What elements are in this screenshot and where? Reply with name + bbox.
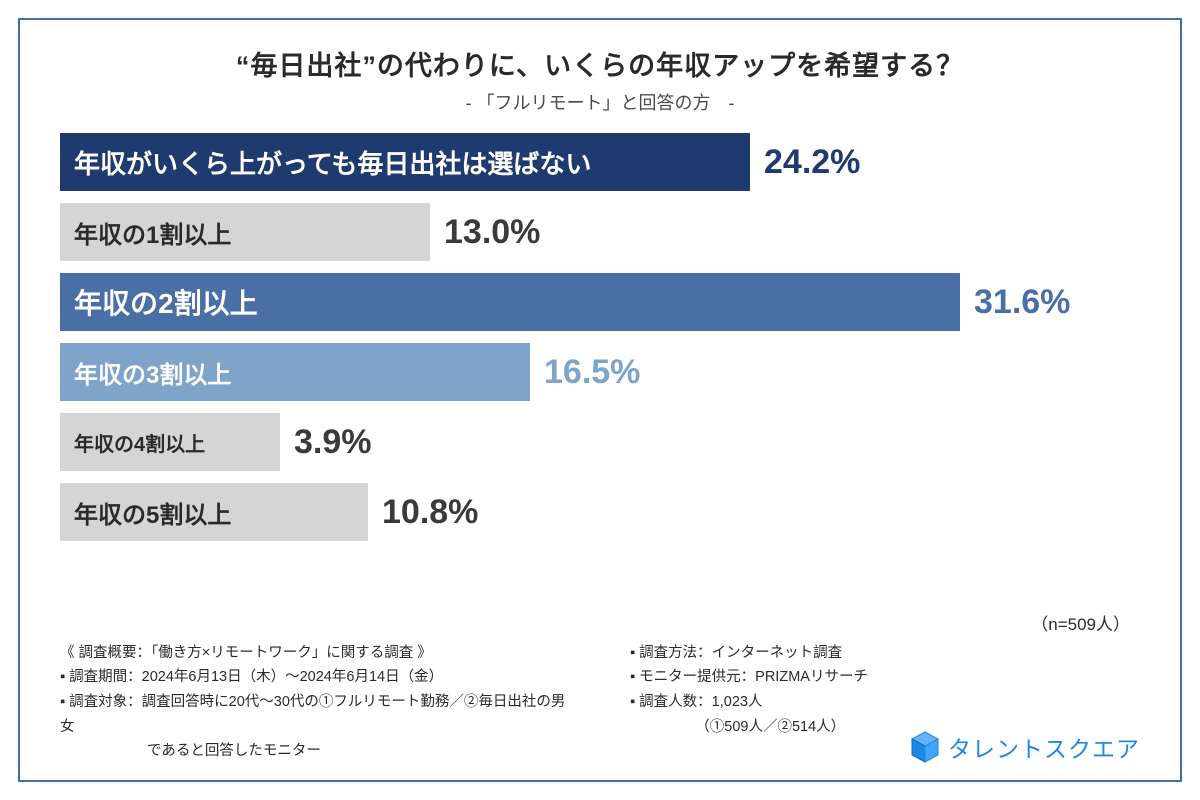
bar: 年収の2割以上	[60, 273, 960, 331]
bar-value: 10.8%	[382, 493, 478, 532]
bar: 年収の5割以上	[60, 483, 368, 541]
bar-row: 年収の1割以上 13.0%	[60, 203, 1140, 261]
bar-row: 年収の5割以上 10.8%	[60, 483, 1140, 541]
brand-logo: タレントスクエア	[910, 730, 1140, 764]
bar-value: 16.5%	[544, 353, 640, 392]
survey-meta-left: 《 調査概要：「働き方×リモートワーク」に関する調査 》▪ 調査期間：2024年…	[60, 641, 570, 764]
bar: 年収の3割以上	[60, 343, 530, 401]
chart-subtitle: - 「フルリモート」と回答の方 -	[60, 89, 1140, 115]
bar-value: 3.9%	[294, 423, 372, 462]
meta-line: ▪ 調査対象：調査回答時に20代〜30代の①フルリモート勤務／②毎日出社の男女	[60, 690, 570, 739]
bar-row: 年収の3割以上 16.5%	[60, 343, 1140, 401]
bar-row: 年収の4割以上 3.9%	[60, 413, 1140, 471]
chart-title: “毎日出社”の代わりに、いくらの年収アップを希望する？	[60, 44, 1140, 83]
brand-name: タレントスクエア	[948, 730, 1140, 764]
sample-size-note: （n=509人）	[1031, 610, 1130, 635]
meta-line: ▪ 調査方法：インターネット調査	[630, 641, 1140, 666]
bar: 年収の1割以上	[60, 203, 430, 261]
meta-line: 《 調査概要：「働き方×リモートワーク」に関する調査 》	[60, 641, 570, 666]
survey-footer: 《 調査概要：「働き方×リモートワーク」に関する調査 》▪ 調査期間：2024年…	[60, 641, 1140, 764]
bar-row: 年収の2割以上 31.6%	[60, 273, 1140, 331]
meta-line: ▪ 調査期間：2024年6月13日（木）〜2024年6月14日（金）	[60, 665, 570, 690]
bar-row: 年収がいくら上がっても毎日出社は選ばない 24.2%	[60, 133, 1140, 191]
bar-value: 13.0%	[444, 213, 540, 252]
bar-value: 24.2%	[764, 143, 860, 182]
bar: 年収がいくら上がっても毎日出社は選ばない	[60, 133, 750, 191]
meta-line: であると回答したモニター	[60, 739, 570, 764]
chart-frame: “毎日出社”の代わりに、いくらの年収アップを希望する？ - 「フルリモート」と回…	[18, 18, 1182, 782]
bar-value: 31.6%	[974, 283, 1070, 322]
bar-chart: 年収がいくら上がっても毎日出社は選ばない24.2%年収の1割以上13.0%年収の…	[60, 133, 1140, 541]
bar: 年収の4割以上	[60, 413, 280, 471]
meta-line: ▪ モニター提供元：PRIZMAリサーチ	[630, 665, 1140, 690]
cube-icon	[910, 730, 940, 764]
meta-line: ▪ 調査人数：1,023人	[630, 690, 1140, 715]
